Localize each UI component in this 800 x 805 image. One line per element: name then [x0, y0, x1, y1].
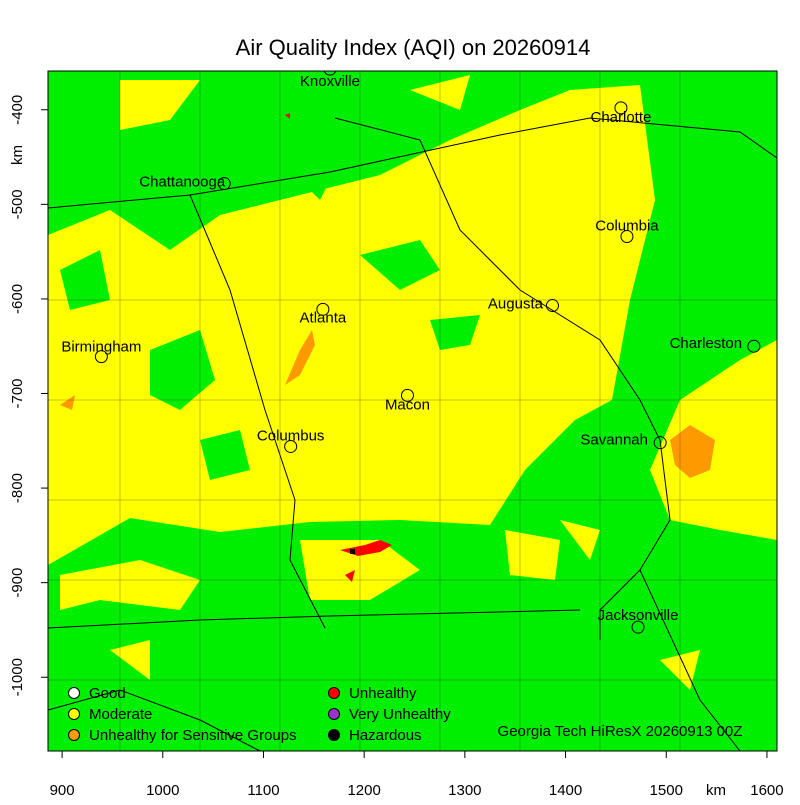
city-marker: [316, 302, 330, 316]
city-marker: [545, 299, 559, 313]
credit: Georgia Tech HiResX 20260913 00Z: [498, 723, 743, 740]
city-label: Atlanta: [300, 309, 347, 326]
city-marker: [631, 620, 645, 634]
city-label: Macon: [385, 396, 430, 413]
y-tick-label: -900: [9, 568, 26, 598]
legend-label: Very Unhealthy: [349, 706, 451, 723]
x-tick-label: 1200: [347, 782, 380, 799]
legend-label: Good: [89, 685, 126, 702]
x-tick-label: 1600: [750, 782, 783, 799]
city-marker: [217, 177, 231, 191]
city-marker: [614, 101, 628, 115]
legend-swatch: [328, 708, 340, 720]
legend-swatch: [328, 687, 340, 699]
city-marker: [284, 439, 298, 453]
y-tick-label: -800: [9, 473, 26, 503]
map-title: Air Quality Index (AQI) on 20260914: [236, 35, 591, 60]
city-label: Jacksonville: [598, 607, 679, 624]
city-label: Knoxville: [300, 73, 360, 90]
city-marker: [94, 350, 108, 364]
legend-swatch: [68, 687, 80, 699]
y-axis-label: km: [9, 145, 26, 165]
city-label: Chattanooga: [139, 174, 226, 191]
city-label: Columbus: [257, 427, 325, 444]
y-tick-label: -600: [9, 284, 26, 314]
plot-frame: [47, 70, 778, 752]
city-marker: [323, 71, 337, 76]
y-tick-label: -1000: [9, 658, 26, 696]
legend-swatch: [68, 708, 80, 720]
city-label: Columbia: [595, 217, 659, 234]
legend-label: Moderate: [89, 706, 152, 723]
city-markers: [94, 71, 761, 634]
city-label: Charleston: [670, 335, 743, 352]
city-label: Augusta: [488, 296, 544, 313]
city-marker: [653, 436, 667, 450]
y-tick-label: -400: [9, 95, 26, 125]
x-tick-label: 1000: [146, 782, 179, 799]
x-tick-label: 1100: [247, 782, 279, 799]
legend-label: Unhealthy for Sensitive Groups: [89, 727, 297, 744]
y-tick-label: -500: [9, 189, 26, 219]
x-tick-label: 900: [50, 782, 75, 799]
city-marker: [400, 388, 414, 402]
legend-swatch: [328, 729, 340, 741]
city-marker: [620, 230, 634, 244]
x-tick-label: 1400: [549, 782, 582, 799]
city-label: Charlotte: [590, 109, 651, 126]
y-tick-label: -700: [9, 378, 26, 408]
city-label: Savannah: [580, 432, 648, 449]
x-tick-label: 1500: [650, 782, 683, 799]
city-label: Birmingham: [61, 339, 141, 356]
aqi-field: [48, 71, 777, 751]
legend-label: Unhealthy: [349, 685, 417, 702]
legend-swatch: [68, 729, 80, 741]
city-marker: [747, 339, 761, 353]
legend-label: Hazardous: [349, 727, 422, 744]
x-axis-label: km: [706, 782, 726, 799]
x-tick-label: 1300: [448, 782, 481, 799]
